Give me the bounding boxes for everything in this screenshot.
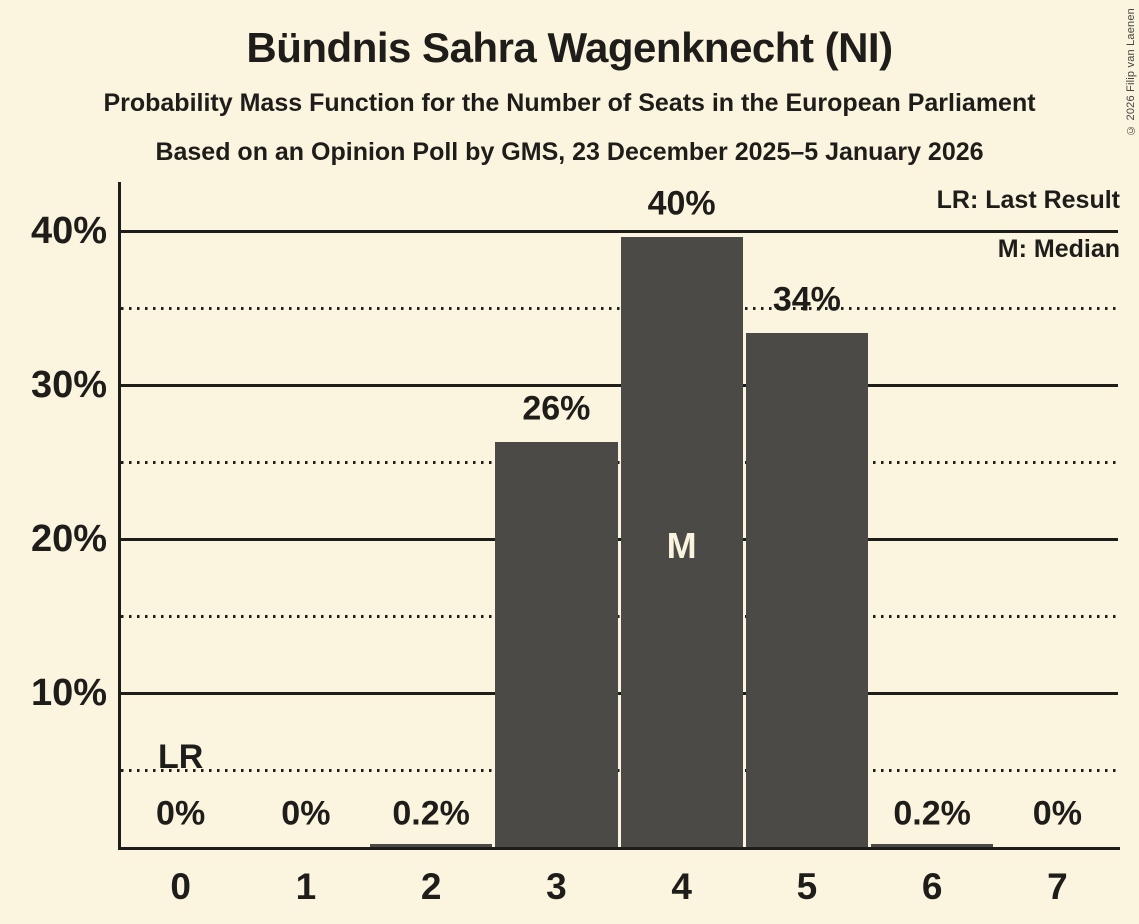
copyright-notice: © 2026 Filip van Laenen xyxy=(1125,8,1137,136)
median-marker: M xyxy=(666,525,697,566)
gridline-dotted xyxy=(121,461,1118,464)
bar-value-label: 0% xyxy=(281,794,331,833)
plot-area xyxy=(118,182,1120,850)
gridline-dotted xyxy=(121,769,1118,772)
y-tick-label: 30% xyxy=(30,364,107,406)
gridline-solid xyxy=(121,384,1118,387)
x-tick-label: 0 xyxy=(170,866,191,907)
x-tick-label: 7 xyxy=(1047,866,1068,907)
x-tick-label: 3 xyxy=(546,866,567,907)
chart-subtitle: Probability Mass Function for the Number… xyxy=(103,89,1036,117)
y-tick-label: 20% xyxy=(30,518,107,560)
legend-last-result: LR: Last Result xyxy=(936,186,1120,214)
bar xyxy=(495,441,618,847)
gridline-solid xyxy=(121,230,1118,233)
bar-value-label: 26% xyxy=(522,389,591,428)
x-tick-label: 6 xyxy=(921,866,943,907)
bar xyxy=(871,843,994,847)
bar xyxy=(620,237,743,847)
bar-value-label: 0% xyxy=(1032,794,1082,833)
last-result-marker: LR xyxy=(157,738,204,776)
bar xyxy=(745,332,868,847)
chart-title: Bündnis Sahra Wagenknecht (NI) xyxy=(246,24,893,71)
y-tick-label: 40% xyxy=(30,210,107,252)
x-tick-label: 1 xyxy=(295,866,317,907)
gridline-solid xyxy=(121,692,1118,695)
x-tick-label: 2 xyxy=(420,866,442,907)
chart-subtitle-poll-info: Based on an Opinion Poll by GMS, 23 Dece… xyxy=(155,138,984,166)
x-tick-label: 4 xyxy=(671,866,692,907)
bar-value-label: 0.2% xyxy=(893,794,971,833)
gridline-dotted xyxy=(121,307,1118,310)
bar-value-label: 0% xyxy=(156,794,206,833)
bar-value-label: 0.2% xyxy=(392,794,470,833)
x-tick-label: 5 xyxy=(796,866,818,907)
bar-value-label: 34% xyxy=(772,280,841,319)
gridline-dotted xyxy=(121,615,1118,618)
bar xyxy=(370,843,493,847)
legend-median: M: Median xyxy=(997,235,1120,263)
y-tick-label: 10% xyxy=(30,672,107,714)
gridline-solid xyxy=(121,538,1118,541)
bar-value-label: 40% xyxy=(647,184,716,223)
